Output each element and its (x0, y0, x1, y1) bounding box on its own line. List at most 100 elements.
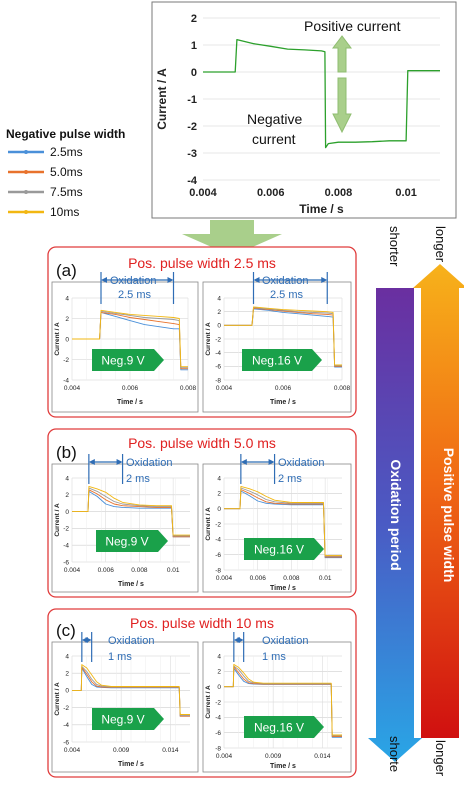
y-tick-label: -4 (63, 542, 69, 549)
legend: Negative pulse width 2.5ms 5.0ms 7.5ms 10ms (6, 127, 125, 219)
y-tick-label: -2 (63, 705, 69, 712)
panel-a-title: Pos. pulse width 2.5 ms (128, 255, 276, 271)
voltage-callout (244, 538, 324, 560)
x-tick-label: 0.009 (265, 753, 282, 760)
oxidation-label: Oxidation (110, 275, 156, 287)
x-tick-label: 0.004 (216, 753, 233, 760)
chart-b2-frame (202, 463, 352, 593)
y-tick-label: -6 (63, 739, 69, 746)
legend-marker (24, 150, 28, 154)
x-tick-label: 0.01 (319, 575, 332, 582)
y-tick-label: -6 (215, 364, 221, 371)
oxidation-label: Oxidation (108, 635, 154, 647)
series-line-10ms (72, 664, 190, 715)
oxidation-arrowhead-left (253, 277, 260, 283)
main-chart-frame (151, 1, 457, 219)
oxidation-arrowhead-left (240, 459, 247, 465)
y-tick-label: 2 (65, 316, 69, 323)
chart-c2-frame (202, 641, 352, 773)
oxidation-arrowhead-right (116, 459, 123, 465)
x-axis-label: Time / s (270, 763, 296, 770)
transition-arrow (182, 220, 282, 256)
x-tick-label: 0.008 (180, 385, 197, 392)
y-tick-label: -4 (187, 175, 198, 187)
y-tick-label: -6 (215, 730, 221, 737)
y-tick-label: -4 (63, 722, 69, 729)
y-tick-label: -1 (187, 94, 197, 106)
oxidation-duration: 2.5 ms (118, 289, 152, 301)
y-tick-label: -4 (215, 715, 221, 722)
y-axis-label: Current / A (54, 322, 61, 356)
voltage-callout (244, 716, 324, 738)
legend-label: 5.0ms (50, 165, 83, 179)
series-line-10ms (224, 306, 342, 366)
x-axis-label: Time / s (117, 399, 143, 406)
x-tick-label: 0.01 (395, 187, 416, 199)
x-tick-label: 0.004 (216, 385, 233, 392)
legend-marker (24, 190, 28, 194)
oxidation-duration: 2 ms (278, 473, 302, 485)
y-tick-label: -8 (215, 745, 221, 752)
oxidation-arrowhead-left (101, 277, 107, 283)
y-tick-label: 0 (217, 323, 221, 330)
x-axis-label: Time / s (299, 202, 344, 216)
legend-marker (24, 210, 28, 214)
x-tick-label: 0.006 (257, 187, 285, 199)
voltage-callout-label: Neg.16 V (252, 354, 302, 368)
y-tick-label: 4 (217, 475, 221, 482)
x-axis-label: Time / s (118, 761, 144, 768)
series-line-10ms (72, 309, 188, 368)
legend-label: 10ms (50, 205, 79, 219)
y-tick-label: -2 (215, 699, 221, 706)
voltage-callout-label: Neg.9 V (105, 535, 148, 549)
y-axis-label: Current / A (205, 685, 212, 719)
y-tick-label: 2 (217, 491, 221, 498)
panel-c-title: Pos. pulse width 10 ms (130, 615, 274, 631)
positive-pulse-width-arrow: Positive pulse width (413, 264, 464, 738)
voltage-callout-label: Neg.16 V (254, 721, 304, 735)
x-tick-label: 0.014 (162, 747, 179, 754)
y-tick-label: 0 (65, 688, 69, 695)
oxidation-label: Oxidation (262, 635, 308, 647)
oxidation-duration: 2 ms (126, 473, 150, 485)
x-tick-label: 0.008 (334, 385, 351, 392)
x-tick-label: 0.004 (64, 385, 81, 392)
positive-pulse-width-label: Positive pulse width (441, 448, 457, 583)
y-tick-label: -3 (187, 148, 197, 160)
x-tick-label: 0.014 (314, 753, 331, 760)
y-tick-label: -4 (63, 377, 69, 384)
right-arrow-bottom-label: longer (433, 740, 448, 777)
chart-a1: -4 -2 0 2 4 0.004 0.006 0.008 Time / s Current / … (54, 295, 197, 406)
y-axis-label: Current / A (54, 682, 61, 716)
x-tick-label: 0.009 (113, 747, 130, 754)
oxidation-label: Oxidation (262, 275, 308, 287)
x-tick-label: 0.006 (98, 567, 115, 574)
x-tick-label: 0.01 (167, 567, 180, 574)
y-tick-label: 0 (65, 336, 69, 343)
x-tick-label: 0.004 (64, 567, 81, 574)
series-line-trace (203, 38, 440, 149)
x-tick-label: 0.006 (275, 385, 292, 392)
y-tick-label: -4 (215, 350, 221, 357)
y-tick-label: 0 (191, 67, 197, 79)
y-axis-label: Current / A (155, 68, 169, 130)
x-tick-label: 0.004 (216, 575, 233, 582)
oxidation-arrowhead-right (167, 277, 174, 283)
chart-a1-frame (51, 281, 199, 413)
oxidation-arrowhead-left (88, 459, 95, 465)
y-axis-label: Current / A (205, 507, 212, 541)
x-tick-label: 0.008 (325, 187, 353, 199)
oxidation-arrowhead-right (321, 277, 328, 283)
x-tick-label: 0.004 (189, 187, 217, 199)
x-tick-label: 0.008 (283, 575, 300, 582)
y-axis-label: Current / A (54, 503, 61, 537)
y-axis-label: Current / A (205, 322, 212, 356)
legend-title: Negative pulse width (6, 127, 125, 141)
panel-b-title: Pos. pulse width 5.0 ms (128, 435, 276, 451)
y-tick-label: 2 (191, 13, 197, 25)
y-tick-label: 2 (65, 492, 69, 499)
voltage-callout (92, 349, 164, 371)
oxidation-label: Oxidation (278, 457, 324, 469)
y-tick-label: 4 (65, 653, 69, 660)
y-tick-label: 4 (217, 295, 221, 302)
